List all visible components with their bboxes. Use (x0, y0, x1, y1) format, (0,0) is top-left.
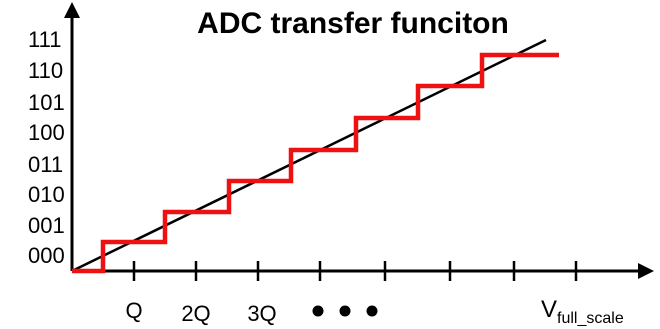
code-label-010: 010 (28, 182, 65, 207)
x-axis-labels: Q 2Q 3Q Vfull_scale (125, 296, 623, 327)
full-scale-subscript: full_scale (557, 310, 624, 327)
x-label-3q: 3Q (247, 301, 276, 326)
code-label-001: 001 (28, 213, 65, 238)
x-label-q: Q (125, 298, 142, 323)
code-label-000: 000 (28, 243, 65, 268)
x-label-2q: 2Q (181, 301, 210, 326)
code-label-100: 100 (28, 120, 65, 145)
ellipsis-dot-3 (366, 305, 378, 317)
page-title: ADC transfer funciton (197, 7, 509, 40)
y-axis-arrow (64, 2, 80, 18)
ellipsis-dots (312, 305, 378, 317)
y-axis-code-labels: 000 001 010 011 100 101 110 111 (28, 27, 65, 268)
code-label-110: 110 (28, 58, 63, 83)
quantized-staircase (72, 52, 559, 274)
x-label-full-scale: Vfull_scale (541, 296, 624, 327)
ellipsis-dot-2 (339, 305, 351, 317)
code-label-101: 101 (28, 90, 65, 115)
ellipsis-dot-1 (312, 305, 324, 317)
ideal-transfer-line (71, 38, 547, 273)
x-axis-ticks (132, 261, 578, 281)
full-scale-v: V (541, 296, 557, 323)
code-label-111: 111 (28, 27, 61, 52)
x-axis-arrow (638, 263, 654, 279)
code-label-011: 011 (28, 152, 63, 177)
